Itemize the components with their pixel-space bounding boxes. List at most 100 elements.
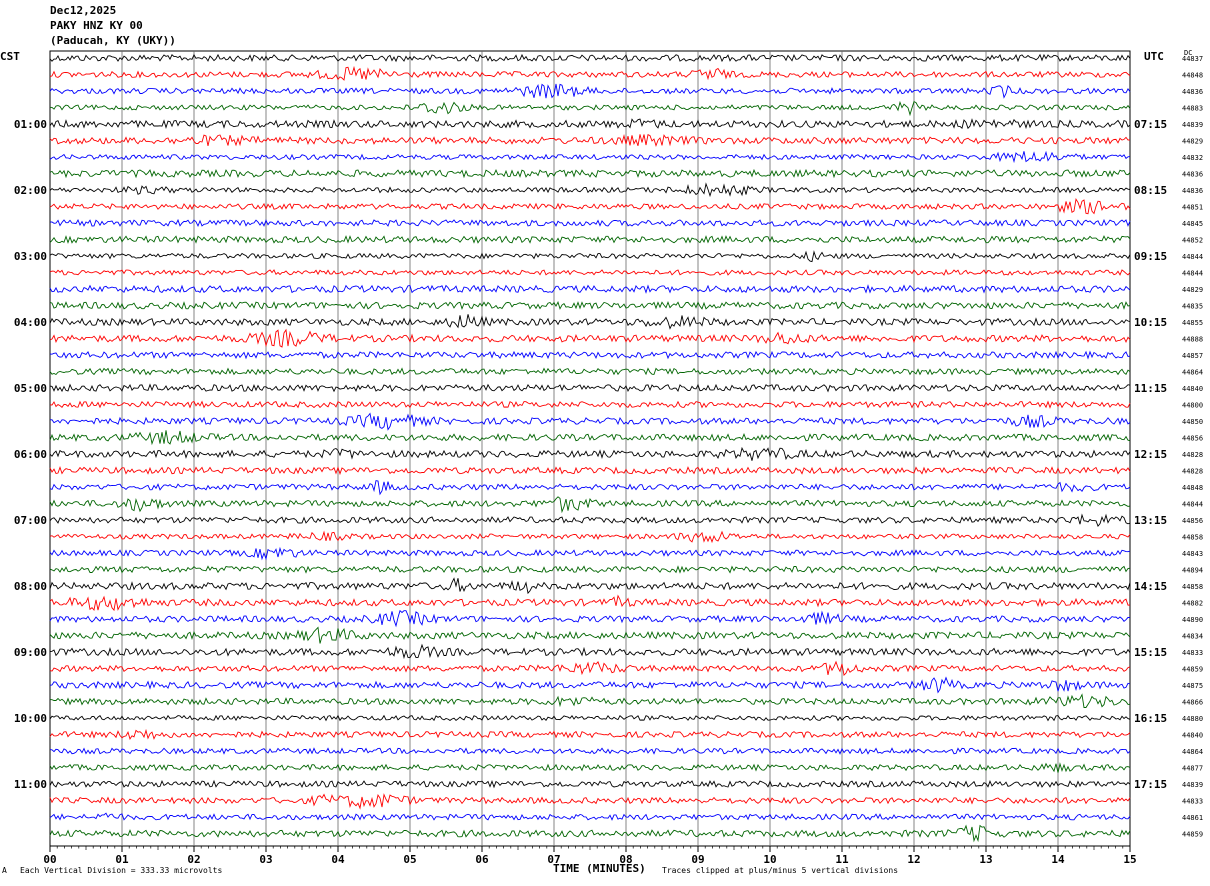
- dc-offset-label: 44894: [1182, 567, 1203, 575]
- trace-31: [49, 546, 1131, 561]
- trace-40: [49, 693, 1131, 708]
- dc-offset-label: 44875: [1182, 682, 1203, 690]
- header-location: (Paducah, KY (UKY)): [50, 34, 176, 47]
- left-hour-label: 08:00: [14, 580, 47, 593]
- right-hour-label: 08:15: [1134, 184, 1167, 197]
- trace-15: [49, 284, 1131, 294]
- trace-23: [49, 412, 1131, 431]
- dc-offset-label: 44835: [1182, 303, 1203, 311]
- dc-offset-label: 44844: [1182, 253, 1203, 261]
- trace-22: [49, 400, 1131, 409]
- trace-33: [49, 577, 1131, 595]
- dc-offset-label: 44848: [1182, 484, 1203, 492]
- chart-grid: [49, 50, 1131, 852]
- chart-labels: 00 01 02 03 04 05 06 07 08 09 10 11 12 13 14 15 44837 448…: [14, 55, 1203, 866]
- footer-scale-note: Each Vertical Division = 333.33 microvol…: [20, 866, 223, 875]
- header-station: PAKY HNZ KY 00: [50, 19, 143, 32]
- left-hour-label: 05:00: [14, 382, 47, 395]
- trace-2: [49, 65, 1131, 81]
- right-hour-label: 10:15: [1134, 316, 1167, 329]
- left-hour-label: 09:00: [14, 646, 47, 659]
- right-hour-label: 12:15: [1134, 448, 1167, 461]
- trace-7: [49, 150, 1131, 164]
- footer-marker: A: [2, 866, 7, 875]
- trace-29: [49, 513, 1131, 527]
- right-hour-label: 15:15: [1134, 646, 1167, 659]
- trace-17: [49, 314, 1131, 330]
- header-date: Dec12,2025: [50, 4, 117, 17]
- x-tick-label: 02: [187, 853, 200, 866]
- dc-offset-label: 44839: [1182, 781, 1203, 789]
- dc-offset-label: 44800: [1182, 402, 1203, 410]
- x-axis-title: TIME (MINUTES): [553, 862, 646, 875]
- trace-19: [49, 350, 1131, 360]
- dc-offset-label: 44888: [1182, 336, 1203, 344]
- x-tick-label: 05: [403, 853, 416, 866]
- right-hour-label: 13:15: [1134, 514, 1167, 527]
- x-tick-label: 06: [475, 853, 489, 866]
- left-timezone-label: CST: [0, 50, 20, 63]
- trace-11: [49, 218, 1131, 228]
- dc-offset-label: 44837: [1182, 55, 1203, 63]
- trace-16: [49, 301, 1131, 311]
- dc-offset-label: 44859: [1182, 666, 1203, 674]
- right-timezone-label: UTC: [1144, 50, 1164, 63]
- left-hour-label: 04:00: [14, 316, 47, 329]
- trace-38: [49, 660, 1131, 677]
- left-hour-label: 10:00: [14, 712, 47, 725]
- x-tick-label: 04: [331, 853, 345, 866]
- trace-13: [49, 250, 1131, 263]
- trace-42: [49, 728, 1131, 740]
- dc-offset-label: 44857: [1182, 352, 1203, 360]
- trace-6: [49, 134, 1131, 148]
- x-tick-label: 07: [547, 853, 560, 866]
- dc-offset-label: 44866: [1182, 699, 1203, 707]
- trace-36: [49, 626, 1131, 644]
- dc-offset-label: 44859: [1182, 831, 1203, 839]
- dc-offset-label: 44880: [1182, 715, 1203, 723]
- trace-5: [49, 118, 1131, 130]
- dc-offset-label: 44844: [1182, 501, 1203, 509]
- dc-offset-label: 44882: [1182, 600, 1203, 608]
- trace-48: [49, 824, 1131, 843]
- x-tick-label: 11: [835, 853, 849, 866]
- dc-offset-label: 44855: [1182, 319, 1203, 327]
- dc-offset-label: 44829: [1182, 286, 1203, 294]
- dc-offset-label: 44845: [1182, 220, 1203, 228]
- x-tick-label: 10: [763, 853, 776, 866]
- trace-45: [49, 779, 1131, 789]
- dc-offset-label: 44828: [1182, 451, 1203, 459]
- trace-30: [49, 530, 1131, 544]
- trace-24: [49, 430, 1131, 446]
- x-tick-label: 03: [259, 853, 272, 866]
- left-hour-label: 03:00: [14, 250, 47, 263]
- trace-37: [49, 643, 1131, 660]
- dc-offset-label: 44851: [1182, 204, 1203, 212]
- dc-offset-label: 44829: [1182, 138, 1203, 146]
- dc-offset-label: 44844: [1182, 270, 1203, 278]
- x-tick-label: 01: [115, 853, 129, 866]
- trace-18: [49, 328, 1131, 348]
- x-tick-label: 13: [979, 853, 992, 866]
- x-tick-label: 09: [691, 853, 704, 866]
- dc-offset-label: 44839: [1182, 121, 1203, 129]
- dc-offset-label: 44883: [1182, 105, 1203, 113]
- dc-offset-label: 44836: [1182, 88, 1203, 96]
- x-tick-label: 14: [1051, 853, 1065, 866]
- dc-offset-label: 44858: [1182, 583, 1203, 591]
- left-hour-label: 01:00: [14, 118, 47, 131]
- dc-offset-label: 44850: [1182, 418, 1203, 426]
- trace-47: [49, 812, 1131, 821]
- chart-traces: [49, 53, 1131, 843]
- trace-32: [49, 565, 1131, 574]
- dc-offset-label: 44836: [1182, 187, 1203, 195]
- dc-offset-label: 44848: [1182, 72, 1203, 80]
- dc-offset-label: 44843: [1182, 550, 1203, 558]
- left-hour-label: 06:00: [14, 448, 47, 461]
- dc-offset-label: 44856: [1182, 435, 1203, 443]
- dc-offset-label: 44834: [1182, 633, 1203, 641]
- right-hour-label: 11:15: [1134, 382, 1167, 395]
- trace-20: [49, 367, 1131, 376]
- trace-28: [49, 496, 1131, 514]
